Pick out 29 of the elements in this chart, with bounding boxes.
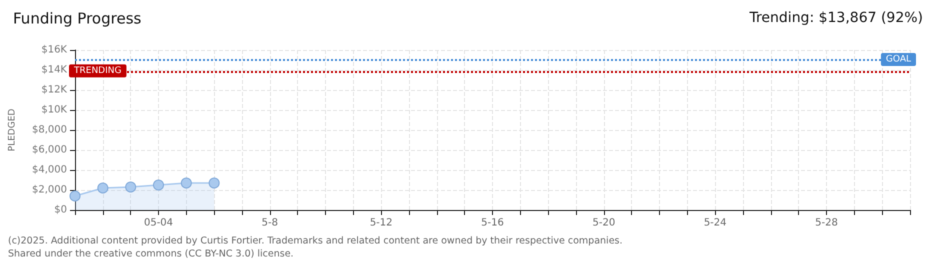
x-tick-label: 05-04 bbox=[144, 218, 174, 228]
x-tick-label: 5-24 bbox=[704, 218, 727, 228]
y-tick-label: $4,000 bbox=[32, 164, 67, 176]
point bbox=[97, 182, 108, 194]
y-tick-label: $14K bbox=[41, 64, 68, 76]
x-tick-label: 5-12 bbox=[370, 218, 393, 228]
y-tick-label: $0 bbox=[54, 204, 67, 216]
x-tick-label: 5-28 bbox=[815, 218, 838, 228]
y-tick-label: $10K bbox=[41, 104, 68, 116]
point bbox=[70, 190, 80, 202]
point bbox=[208, 178, 220, 188]
chart-title: Funding Progress bbox=[13, 10, 142, 28]
y-tick-label: $12K bbox=[41, 84, 68, 96]
x-tick-label: 5-8 bbox=[262, 218, 278, 228]
y-tick-label: $6,000 bbox=[32, 144, 67, 156]
ref-line-label: GOAL bbox=[886, 54, 911, 64]
y-tick-label: $8,000 bbox=[32, 124, 67, 136]
y-tick-label: $2,000 bbox=[32, 184, 67, 196]
x-tick-label: 5-20 bbox=[592, 218, 616, 228]
point bbox=[153, 180, 164, 190]
ref-line-label: TRENDING bbox=[73, 66, 122, 76]
chart-subtitle: Trending: $13,867 (92%) bbox=[748, 10, 924, 26]
point bbox=[180, 178, 192, 188]
text: Shared under the creative commons (CC BY-NC 3.0) license. bbox=[8, 248, 294, 260]
y-tick-label: $16K bbox=[41, 44, 68, 56]
point bbox=[125, 182, 136, 192]
x-tick-label: 5-16 bbox=[481, 218, 504, 228]
text: (c)2025. Additional content provided by Curtis Fortier. Trademarks and related content are owned by their respective companies. bbox=[8, 236, 623, 246]
y-axis-title: PLEDGED bbox=[8, 108, 18, 152]
